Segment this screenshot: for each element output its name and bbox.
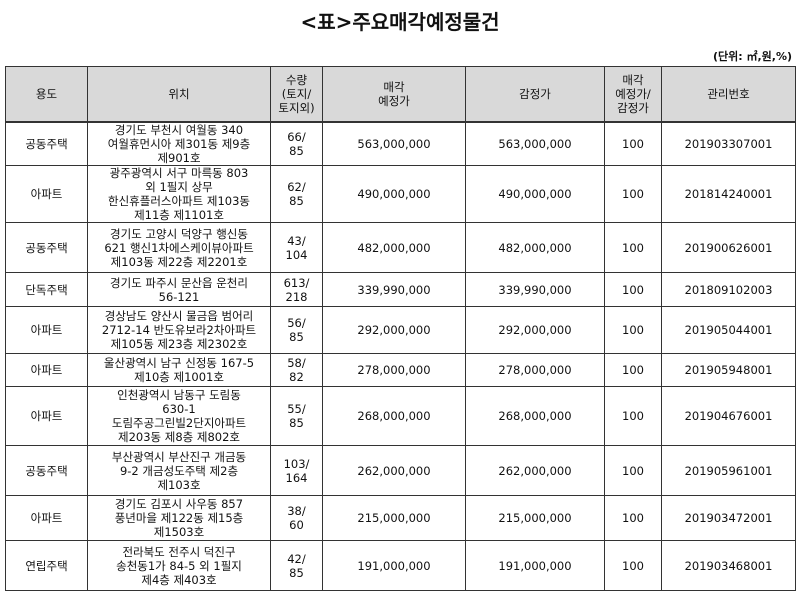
- table-cell: 201903472001: [661, 495, 796, 541]
- table-cell: 아파트: [5, 353, 88, 387]
- table-cell: 울산광역시 남구 신정동 167-5 제10층 제1001호: [87, 353, 271, 387]
- table-cell: 201904676001: [661, 386, 796, 446]
- table-cell: 201903468001: [661, 540, 796, 591]
- table-cell: 공동주택: [5, 121, 88, 166]
- table-cell: 경기도 부천시 여월동 340 여월휴먼시아 제301동 제9층 제901호: [87, 121, 271, 166]
- table-cell: 268,000,000: [465, 386, 605, 446]
- table-cell: 100: [604, 353, 662, 387]
- table-cell: 아파트: [5, 306, 88, 354]
- table-cell: 339,990,000: [322, 272, 466, 307]
- table-cell: 482,000,000: [322, 222, 466, 273]
- column-header: 수량 (토지/ 토지외): [270, 66, 323, 123]
- table-cell: 100: [604, 121, 662, 166]
- table-cell: 292,000,000: [322, 306, 466, 354]
- table-cell: 100: [604, 386, 662, 446]
- table-cell: 경기도 파주시 문산읍 운천리 56-121: [87, 272, 271, 307]
- table-cell: 공동주택: [5, 222, 88, 273]
- table-cell: 215,000,000: [465, 495, 605, 541]
- table-cell: 201905961001: [661, 445, 796, 496]
- table-cell: 563,000,000: [322, 121, 466, 166]
- table-cell: 100: [604, 540, 662, 591]
- table-cell: 100: [604, 495, 662, 541]
- header-row: 용도 위치 수량 (토지/ 토지외) 매각 예정가 감정가 매각 예정가/ 감정가 관리번호: [5, 66, 796, 123]
- table-cell: 아파트: [5, 165, 88, 223]
- table-cell: 278,000,000: [322, 353, 466, 387]
- title: <표>주요매각예정물건: [300, 10, 500, 34]
- table-cell: 100: [604, 445, 662, 496]
- table-cell: 268,000,000: [322, 386, 466, 446]
- table-cell: 55/ 85: [270, 386, 323, 446]
- table-cell: 38/ 60: [270, 495, 323, 541]
- table-row: 공동주택 부산광역시 부산진구 개금동 9-2 개금성도주택 제2층 제103호 1…: [5, 445, 796, 496]
- table-cell: 연립주택: [5, 540, 88, 591]
- table-cell: 경상남도 양산시 물금읍 범어리 2712-14 반도유보라2차아파트 제105…: [87, 306, 271, 354]
- table-cell: 전라북도 전주시 덕진구 송천동1가 84-5 외 1필지 제4층 제403호: [87, 540, 271, 591]
- table-cell: 262,000,000: [465, 445, 605, 496]
- table-cell: 262,000,000: [322, 445, 466, 496]
- table-cell: 광주광역시 서구 마륵동 803 외 1필지 상무 한신휴플러스아파트 제103…: [87, 165, 271, 223]
- table-row: 공동주택 경기도 부천시 여월동 340 여월휴먼시아 제301동 제9층 제90…: [5, 121, 796, 166]
- table-cell: 부산광역시 부산진구 개금동 9-2 개금성도주택 제2층 제103호: [87, 445, 271, 496]
- table-cell: 단독주택: [5, 272, 88, 307]
- table-cell: 경기도 고양시 덕양구 행신동 621 행신1차에스케이뷰아파트 제103동 제…: [87, 222, 271, 273]
- table-cell: 66/ 85: [270, 121, 323, 166]
- table-row: 공동주택 경기도 고양시 덕양구 행신동 621 행신1차에스케이뷰아파트 제10…: [5, 222, 796, 273]
- table-row: 연립주택 전라북도 전주시 덕진구 송천동1가 84-5 외 1필지 제4층 제4…: [5, 540, 796, 591]
- table-cell: 인천광역시 남동구 도림동 630-1 도림주공그린빌2단지아파트 제203동 …: [87, 386, 271, 446]
- column-header: 매각 예정가: [322, 66, 466, 123]
- table-cell: 201905044001: [661, 306, 796, 354]
- table-cell: 201809102003: [661, 272, 796, 307]
- table-body: 공동주택 경기도 부천시 여월동 340 여월휴먼시아 제301동 제9층 제90…: [5, 121, 796, 591]
- column-header: 용도: [5, 66, 88, 123]
- column-header: 매각 예정가/ 감정가: [604, 66, 662, 123]
- table-cell: 490,000,000: [322, 165, 466, 223]
- table-cell: 42/ 85: [270, 540, 323, 591]
- table-cell: 292,000,000: [465, 306, 605, 354]
- table-cell: 191,000,000: [465, 540, 605, 591]
- table-cell: 아파트: [5, 386, 88, 446]
- table-cell: 201905948001: [661, 353, 796, 387]
- table-cell: 339,990,000: [465, 272, 605, 307]
- table-cell: 43/ 104: [270, 222, 323, 273]
- column-header: 위치: [87, 66, 271, 123]
- table-cell: 103/ 164: [270, 445, 323, 496]
- table-row: 아파트 인천광역시 남동구 도림동 630-1 도림주공그린빌2단지아파트 제20…: [5, 386, 796, 446]
- property-table: 용도 위치 수량 (토지/ 토지외) 매각 예정가 감정가 매각 예정가/ 감정가 관리번호…: [5, 66, 796, 591]
- table-cell: 191,000,000: [322, 540, 466, 591]
- table-row: 아파트 경기도 김포시 사우동 857 풍년마을 제122동 제15층 제1503…: [5, 495, 796, 541]
- table-cell: 공동주택: [5, 445, 88, 496]
- table-cell: 563,000,000: [465, 121, 605, 166]
- table-cell: 215,000,000: [322, 495, 466, 541]
- table-cell: 100: [604, 222, 662, 273]
- table-cell: 62/ 85: [270, 165, 323, 223]
- table-cell: 482,000,000: [465, 222, 605, 273]
- table-row: 아파트 경상남도 양산시 물금읍 범어리 2712-14 반도유보라2차아파트 제…: [5, 306, 796, 354]
- table-cell: 613/ 218: [270, 272, 323, 307]
- column-header: 관리번호: [661, 66, 796, 123]
- table-cell: 58/ 82: [270, 353, 323, 387]
- table-row: 아파트 울산광역시 남구 신정동 167-5 제10층 제1001호 58/ 82 2…: [5, 353, 796, 387]
- table-cell: 490,000,000: [465, 165, 605, 223]
- table-cell: 100: [604, 272, 662, 307]
- table-cell: 56/ 85: [270, 306, 323, 354]
- table-row: 단독주택 경기도 파주시 문산읍 운천리 56-121 613/ 218 339,99…: [5, 272, 796, 307]
- table-cell: 278,000,000: [465, 353, 605, 387]
- table-cell: 경기도 김포시 사우동 857 풍년마을 제122동 제15층 제1503호: [87, 495, 271, 541]
- table-cell: 201814240001: [661, 165, 796, 223]
- column-header: 감정가: [465, 66, 605, 123]
- table-cell: 100: [604, 165, 662, 223]
- table-cell: 100: [604, 306, 662, 354]
- unit-note: (단위: ㎡,원,%): [712, 50, 792, 63]
- table-cell: 아파트: [5, 495, 88, 541]
- table-cell: 201900626001: [661, 222, 796, 273]
- table-cell: 201903307001: [661, 121, 796, 166]
- table-row: 아파트 광주광역시 서구 마륵동 803 외 1필지 상무 한신휴플러스아파트 제…: [5, 165, 796, 223]
